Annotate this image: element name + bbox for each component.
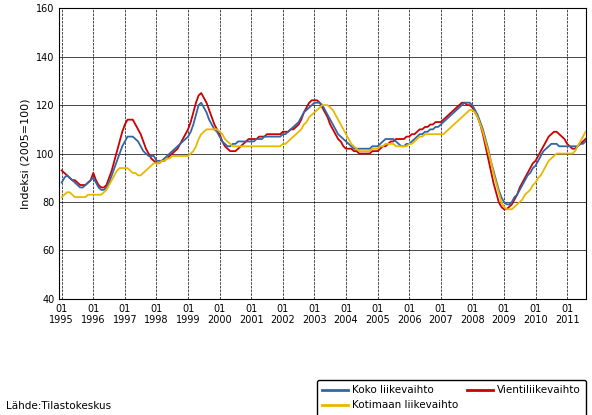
Vientiliikevaihto	[340, 144, 347, 149]
Kotimaan liikevaihto	[318, 103, 326, 107]
Vientiliikevaihto	[147, 156, 155, 161]
Kotimaan liikevaihto	[456, 117, 463, 122]
Vientiliikevaihto	[329, 127, 336, 132]
Line: Kotimaan liikevaihto: Kotimaan liikevaihto	[62, 105, 592, 209]
Vientiliikevaihto	[456, 103, 463, 107]
Text: Lähde:Tilastokeskus: Lähde:Tilastokeskus	[6, 401, 111, 411]
Vientiliikevaihto	[500, 207, 507, 212]
Line: Koko liikevaihto: Koko liikevaihto	[62, 103, 592, 204]
Koko liikevaihto	[456, 105, 463, 110]
Koko liikevaihto	[503, 202, 510, 207]
Koko liikevaihto	[340, 137, 347, 142]
Y-axis label: Indeksi (2005=100): Indeksi (2005=100)	[20, 98, 30, 209]
Koko liikevaihto	[58, 180, 65, 185]
Vientiliikevaihto	[58, 168, 65, 173]
Koko liikevaihto	[147, 154, 155, 159]
Kotimaan liikevaihto	[58, 195, 65, 200]
Koko liikevaihto	[198, 100, 205, 105]
Vientiliikevaihto	[198, 90, 205, 95]
Koko liikevaihto	[329, 122, 336, 127]
Kotimaan liikevaihto	[503, 207, 510, 212]
Vientiliikevaihto	[203, 100, 210, 105]
Koko liikevaihto	[203, 110, 210, 115]
Kotimaan liikevaihto	[116, 166, 123, 171]
Kotimaan liikevaihto	[340, 127, 347, 132]
Legend: Koko liikevaihto, Kotimaan liikevaihto, Vientiliikevaihto: Koko liikevaihto, Kotimaan liikevaihto, …	[317, 380, 586, 415]
Line: Vientiliikevaihto: Vientiliikevaihto	[62, 93, 592, 209]
Kotimaan liikevaihto	[200, 129, 207, 134]
Kotimaan liikevaihto	[329, 107, 336, 112]
Koko liikevaihto	[116, 151, 123, 156]
Kotimaan liikevaihto	[147, 163, 155, 168]
Vientiliikevaihto	[116, 139, 123, 144]
